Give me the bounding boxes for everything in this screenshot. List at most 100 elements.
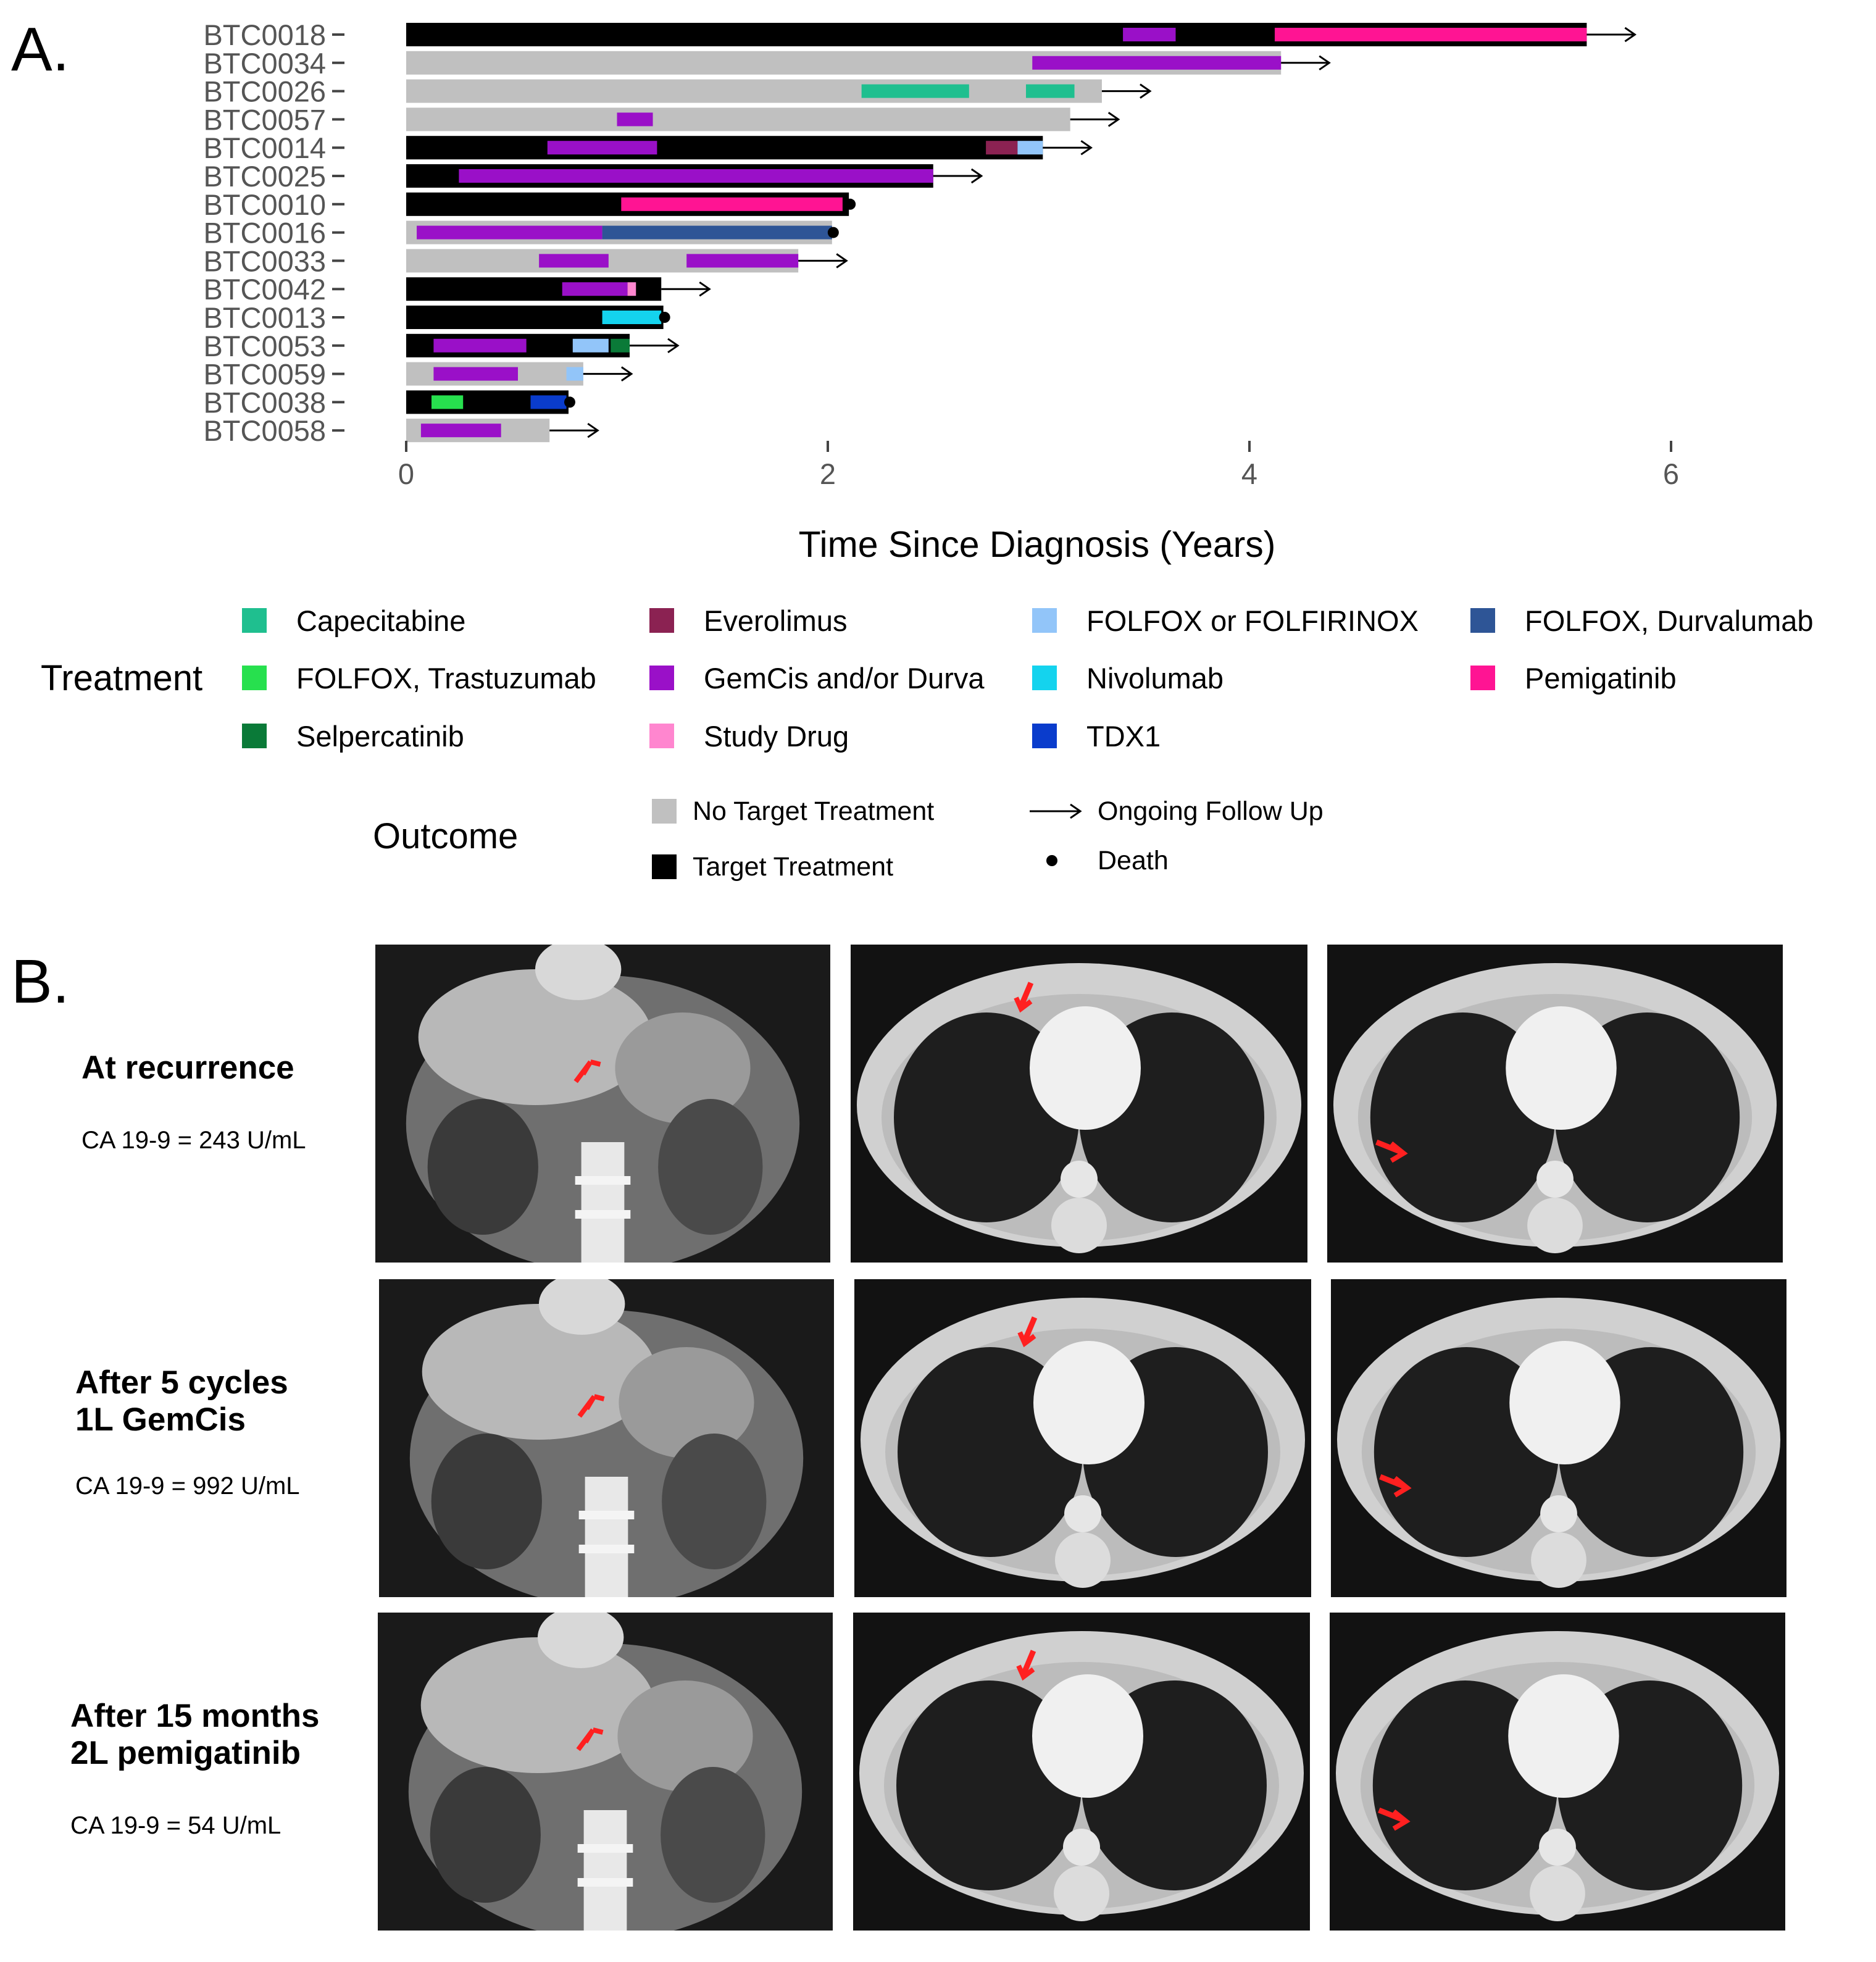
- treatment-segment-BTC0053-0: [433, 338, 527, 353]
- treatment-legend-item: FOLFOX, Durvalumab: [1470, 602, 1814, 639]
- legend-swatch: [1032, 608, 1057, 633]
- treatment-segment-BTC0010-0: [621, 197, 843, 211]
- patient-bar-BTC0026: [406, 79, 1102, 103]
- x-tick-label-6: 6: [1663, 457, 1679, 490]
- treatment-segment-BTC0053-1: [572, 338, 609, 353]
- legend-label: GemCis and/or Durva: [704, 661, 985, 695]
- follow-up-arrow-BTC0014: [1043, 140, 1093, 156]
- y-axis-labels: BTC0018BTC0034BTC0026BTC0057BTC0014BTC00…: [203, 19, 344, 447]
- legend-label: Selpercatinib: [296, 719, 464, 753]
- treatment-segment-BTC0038-1: [530, 395, 567, 409]
- row-2-ca-value: CA 19-9 = 992 U/mL: [75, 1472, 300, 1500]
- treatment-segment-BTC0059-1: [566, 367, 583, 381]
- death-marker-BTC0016: [827, 227, 839, 238]
- patient-bar-BTC0014: [406, 136, 1043, 160]
- legend-swatch: [1470, 666, 1495, 690]
- y-tick-label-BTC0057: BTC0057: [203, 103, 326, 136]
- treatment-segment-BTC0018-0: [1123, 28, 1176, 41]
- treatment-segment-BTC0016-1: [602, 225, 832, 240]
- treatment-legend-item: Everolimus: [649, 602, 847, 639]
- legend-label: Death: [1098, 845, 1169, 875]
- y-tick-label-BTC0053: BTC0053: [203, 330, 326, 362]
- treatment-legend-item: Nivolumab: [1032, 659, 1224, 696]
- legend-swatch: [1032, 724, 1057, 748]
- legend-label: TDX1: [1086, 719, 1161, 753]
- row-1-ca-value: CA 19-9 = 243 U/mL: [81, 1127, 306, 1154]
- treatment-segment-BTC0058-0: [420, 424, 501, 438]
- legend-swatch: [242, 666, 267, 690]
- legend-label: Study Drug: [704, 719, 849, 753]
- legend-label: Nivolumab: [1086, 661, 1224, 695]
- follow-up-arrow-BTC0034: [1281, 55, 1331, 71]
- treatment-segment-BTC0026-0: [861, 84, 969, 98]
- treatment-segment-BTC0013-0: [602, 311, 662, 324]
- ct-axial-chest-image: [853, 1613, 1310, 1931]
- legend-swatch: [242, 608, 267, 633]
- treatment-segment-BTC0016-0: [417, 225, 602, 240]
- legend-label: FOLFOX, Trastuzumab: [296, 661, 596, 695]
- follow-up-arrow-BTC0042: [661, 281, 711, 297]
- follow-up-arrow-BTC0053: [629, 338, 680, 354]
- treatment-segment-BTC0025-0: [459, 169, 933, 183]
- ct-axial-chest-image: [854, 1279, 1311, 1597]
- outcome-legend-title: Outcome: [373, 816, 519, 856]
- row-1-title: At recurrence: [81, 1050, 294, 1086]
- treatment-segment-BTC0014-0: [547, 141, 657, 155]
- ct-axial-chest-image: [1331, 1279, 1786, 1597]
- treatment-segment-BTC0033-1: [686, 254, 799, 268]
- treatment-segment-BTC0053-2: [611, 338, 630, 353]
- y-tick-label-BTC0016: BTC0016: [203, 217, 326, 249]
- death-dot-symbol: [1027, 848, 1089, 873]
- legend-swatch: [242, 724, 267, 748]
- treatment-segment-BTC0033-0: [539, 254, 609, 268]
- legend-label: Pemigatinib: [1525, 661, 1677, 695]
- y-tick-label-BTC0025: BTC0025: [203, 160, 326, 193]
- y-tick-label-BTC0034: BTC0034: [203, 47, 326, 80]
- outcome-swatch: [652, 799, 677, 824]
- x-axis-title: Time Since Diagnosis (Years): [799, 524, 1276, 565]
- y-tick-label-BTC0058: BTC0058: [203, 414, 326, 447]
- legend-swatch: [649, 724, 674, 748]
- y-tick-label-BTC0013: BTC0013: [203, 301, 326, 334]
- legend-swatch: [649, 666, 674, 690]
- y-tick-label-BTC0018: BTC0018: [203, 19, 326, 51]
- x-tick-label-4: 4: [1241, 457, 1257, 490]
- legend-label: FOLFOX, Durvalumab: [1525, 604, 1814, 637]
- y-tick-label-BTC0038: BTC0038: [203, 386, 326, 419]
- follow-up-arrow-BTC0026: [1101, 83, 1152, 99]
- patient-bar-BTC0057: [406, 107, 1070, 131]
- outcome-legend-item: No Target Treatment: [652, 793, 934, 830]
- outcome-legend-item: Death: [1027, 842, 1169, 879]
- ct-axial-chest-image: [851, 945, 1307, 1263]
- panel-a-letter: A.: [11, 15, 70, 84]
- treatment-legend-item: FOLFOX or FOLFIRINOX: [1032, 602, 1419, 639]
- legend-swatch: [1470, 608, 1495, 633]
- ct-coronal-abdomen-image: [379, 1279, 834, 1597]
- treatment-segment-BTC0042-0: [562, 282, 628, 296]
- legend-label: Capecitabine: [296, 604, 466, 637]
- legend-swatch: [1032, 666, 1057, 690]
- treatment-legend-item: Study Drug: [649, 717, 849, 754]
- follow-up-arrow-BTC0057: [1070, 112, 1120, 127]
- treatment-legend-item: FOLFOX, Trastuzumab: [242, 659, 596, 696]
- y-tick-label-BTC0026: BTC0026: [203, 75, 326, 108]
- follow-up-arrow-BTC0018: [1586, 27, 1637, 43]
- legend-swatch: [649, 608, 674, 633]
- death-marker-BTC0038: [564, 396, 575, 408]
- x-axis: 0 2 4 6: [398, 441, 1679, 490]
- treatment-segment-BTC0014-2: [1017, 141, 1043, 155]
- treatments-layer: [417, 28, 1587, 438]
- y-tick-label-BTC0033: BTC0033: [203, 244, 326, 277]
- ct-axial-chest-image: [1327, 945, 1783, 1263]
- ct-axial-chest-image: [1330, 1613, 1785, 1931]
- follow-up-arrow-BTC0059: [583, 366, 633, 382]
- treatment-segment-BTC0059-0: [433, 367, 518, 381]
- outcome-legend-item: Target Treatment: [652, 848, 893, 885]
- arrow-symbol: [1027, 799, 1089, 824]
- treatment-segment-BTC0026-1: [1026, 84, 1075, 98]
- x-tick-label-0: 0: [398, 457, 414, 490]
- swimmer-plot: BTC0018BTC0034BTC0026BTC0057BTC0014BTC00…: [203, 19, 1679, 565]
- treatment-legend-title: Treatment: [41, 658, 203, 698]
- row-2-title: After 5 cycles 1L GemCis: [75, 1364, 288, 1438]
- follow-up-arrow-BTC0033: [798, 253, 848, 269]
